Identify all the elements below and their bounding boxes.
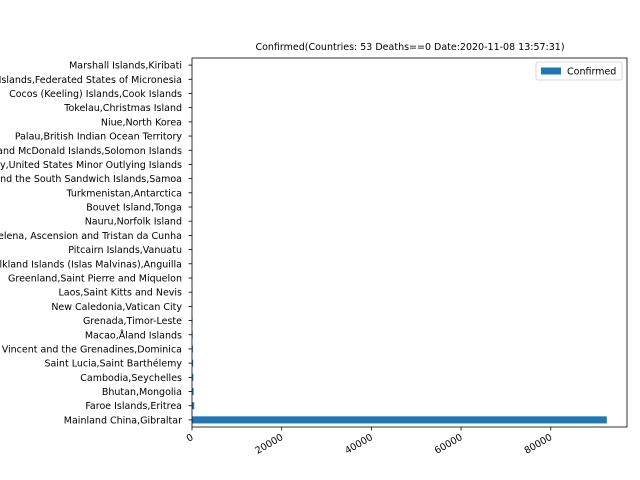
- y-tick-label: Greenland,Saint Pierre and Miquelon: [8, 273, 182, 284]
- y-tick-label: Laos,Saint Kitts and Nevis: [59, 288, 183, 299]
- chart-title: Confirmed(Countries: 53 Deaths==0 Date:2…: [255, 42, 564, 53]
- bar: [192, 416, 607, 424]
- y-tick-label: Bouvet Island,Tonga: [86, 203, 182, 214]
- y-tick-label: Cocos (Keeling) Islands,Cook Islands: [9, 89, 182, 100]
- bar: [192, 373, 194, 381]
- bar: [192, 345, 193, 353]
- y-tick-label: Bhutan,Mongolia: [102, 387, 182, 398]
- y-tick-label: New Caledonia,Vatican City: [51, 302, 182, 313]
- legend-box: [535, 61, 623, 81]
- y-tick-label: Saint Vincent and the Grenadines,Dominic…: [0, 344, 182, 355]
- bar: [192, 387, 194, 396]
- y-tick-label: Pitcairn Islands,Vanuatu: [68, 245, 182, 256]
- y-tick-label: Saint Lucia,Saint Barthélemy: [44, 359, 182, 370]
- y-tick-label: Turkmenistan,Antarctica: [66, 188, 182, 199]
- y-tick-label: Falkland Islands (Islas Malvinas),Anguil…: [0, 259, 182, 270]
- y-tick-label: Macao,Åland Islands: [85, 329, 182, 341]
- y-ticks-group: Mainland China,Gibraltar Faroe Islands,Er…: [0, 61, 192, 426]
- y-tick-label: Nauru,Norfolk Island: [85, 217, 182, 228]
- y-tick-label: Heard Island and McDonald Islands,Solomo…: [0, 146, 182, 157]
- axes-frame: [191, 57, 628, 428]
- y-tick-label: Niue,North Korea: [101, 117, 182, 128]
- y-tick-label: Saint Helena, Ascension and Tristan da C…: [0, 231, 182, 242]
- y-tick-label: Grenada,Timor-Leste: [83, 316, 182, 327]
- y-tick-label: Marshall Islands,Federated States of Mic…: [0, 75, 182, 86]
- legend: Confirmed: [535, 61, 623, 81]
- y-tick-label: South Georgia and the South Sandwich Isl…: [0, 174, 182, 185]
- legend-label: Confirmed: [567, 67, 616, 78]
- y-tick-label: Faroe Islands,Eritrea: [85, 401, 182, 412]
- bar: [192, 359, 194, 367]
- y-tick-label: Cambodia,Seychelles: [80, 373, 182, 384]
- x-tick-label: 0: [185, 432, 196, 445]
- y-tick-label: Mainland China,Gibraltar: [64, 415, 182, 426]
- y-tick-label: Jersey,United States Minor Outlying Isla…: [0, 160, 182, 171]
- bar: [192, 402, 195, 410]
- y-tick-label: Marshall Islands,Kiribati: [69, 61, 182, 72]
- legend-swatch: [541, 67, 561, 75]
- y-tick-label: Palau,British Indian Ocean Territory: [15, 132, 183, 143]
- y-tick-label: Tokelau,Christmas Island: [63, 103, 182, 114]
